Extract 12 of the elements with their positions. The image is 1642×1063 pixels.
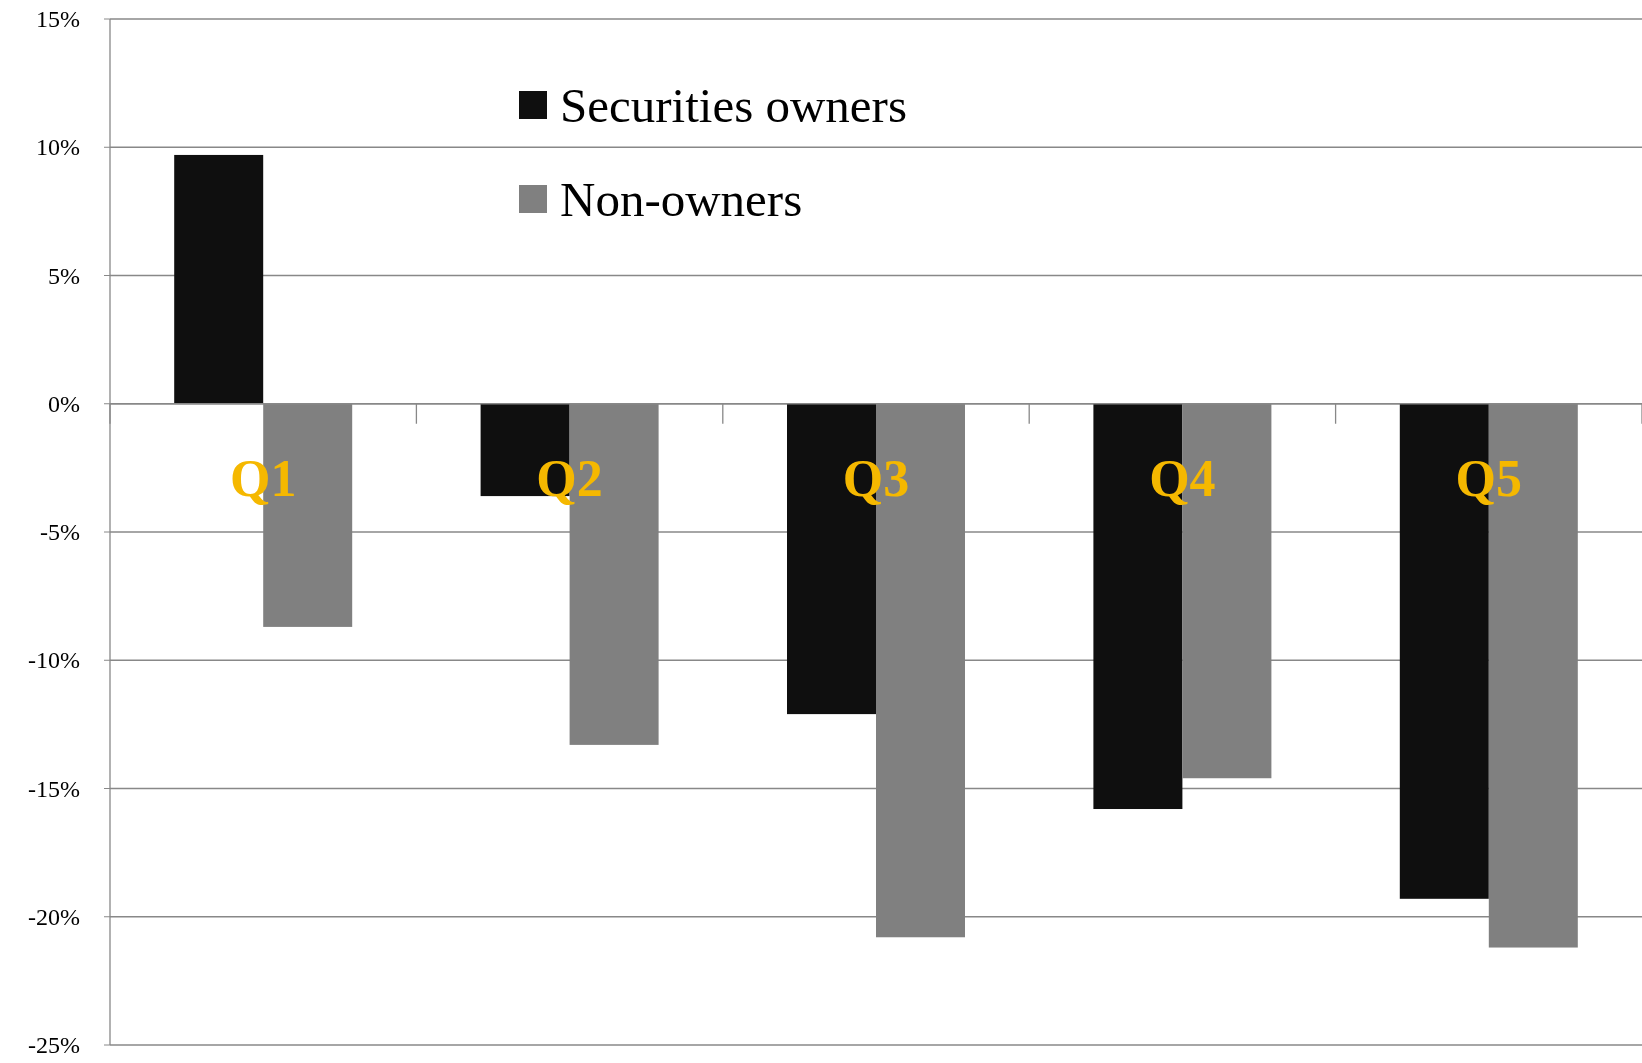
x-tick-label: Q1	[229, 450, 297, 508]
y-tick-label: -25%	[28, 1032, 81, 1058]
legend-label: Securities owners	[560, 77, 907, 133]
y-tick-label: -15%	[28, 775, 81, 802]
y-tick-label: -5%	[40, 519, 81, 545]
y-tick-label: 0%	[48, 390, 80, 417]
legend-label: Non-owners	[560, 171, 803, 227]
y-tick-label: 15%	[36, 6, 80, 32]
y-tick-label: -20%	[28, 903, 81, 930]
y-tick-label: 10%	[36, 134, 80, 161]
y-tick-label: -10%	[28, 647, 81, 674]
y-tick-label: 5%	[48, 262, 80, 289]
